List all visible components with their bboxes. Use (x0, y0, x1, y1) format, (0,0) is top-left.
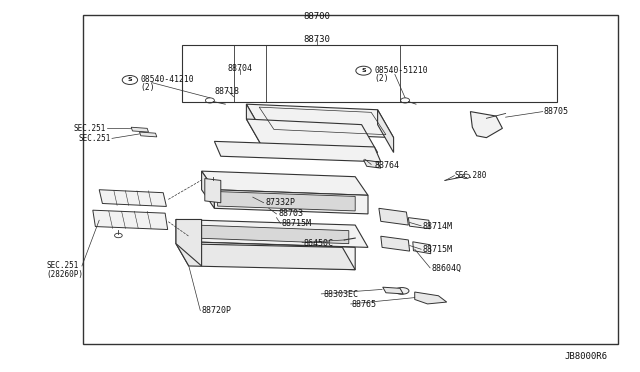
Text: 08540-41210: 08540-41210 (141, 76, 195, 84)
Text: SEC.251: SEC.251 (46, 262, 79, 270)
Text: 88700: 88700 (303, 12, 330, 21)
Polygon shape (189, 242, 355, 270)
Text: 88718: 88718 (214, 87, 240, 96)
Bar (182, 45, 557, 102)
Text: 86450C: 86450C (304, 239, 334, 248)
Text: (28260P): (28260P) (46, 270, 83, 279)
Polygon shape (383, 287, 403, 294)
Text: 88715M: 88715M (422, 246, 452, 254)
Polygon shape (378, 110, 394, 153)
Polygon shape (218, 192, 355, 211)
Text: 88730: 88730 (303, 35, 330, 44)
Polygon shape (413, 242, 431, 254)
Polygon shape (246, 104, 394, 138)
Text: SEC.251: SEC.251 (78, 134, 111, 143)
Text: 88604Q: 88604Q (432, 264, 462, 273)
Polygon shape (93, 210, 168, 230)
Text: 88704: 88704 (227, 64, 253, 73)
Polygon shape (381, 236, 410, 251)
Polygon shape (195, 225, 349, 244)
Polygon shape (176, 219, 189, 266)
Ellipse shape (395, 288, 409, 294)
Text: JB8000R6: JB8000R6 (564, 352, 607, 361)
Text: 88720P: 88720P (202, 306, 232, 315)
Text: 08540-51210: 08540-51210 (374, 66, 428, 75)
Polygon shape (470, 112, 502, 138)
Polygon shape (131, 127, 148, 132)
Polygon shape (379, 208, 408, 225)
Polygon shape (176, 219, 202, 266)
Text: 88765: 88765 (352, 300, 377, 309)
Polygon shape (214, 190, 368, 214)
Text: 88714M: 88714M (422, 222, 452, 231)
Polygon shape (415, 292, 447, 304)
Polygon shape (176, 219, 368, 247)
Text: 88705: 88705 (544, 107, 569, 116)
Polygon shape (202, 171, 368, 195)
Text: 88703: 88703 (278, 209, 303, 218)
Polygon shape (364, 160, 381, 168)
Polygon shape (202, 171, 214, 208)
Polygon shape (246, 104, 262, 147)
Text: SEC.251: SEC.251 (74, 124, 106, 133)
Polygon shape (176, 244, 355, 270)
Polygon shape (408, 218, 430, 229)
Text: 88715M: 88715M (282, 219, 312, 228)
Text: S: S (127, 77, 132, 83)
Text: SEC.280: SEC.280 (454, 171, 487, 180)
Text: S: S (361, 68, 366, 73)
Text: 88303EC: 88303EC (323, 290, 358, 299)
Polygon shape (140, 132, 157, 137)
Polygon shape (214, 141, 381, 162)
Text: (2): (2) (374, 74, 389, 83)
Text: 88764: 88764 (374, 161, 399, 170)
Polygon shape (99, 190, 166, 206)
Polygon shape (246, 119, 378, 153)
Bar (83, 15, 618, 344)
Text: (2): (2) (141, 83, 156, 92)
Polygon shape (205, 179, 221, 203)
Text: 87332P: 87332P (266, 198, 296, 207)
